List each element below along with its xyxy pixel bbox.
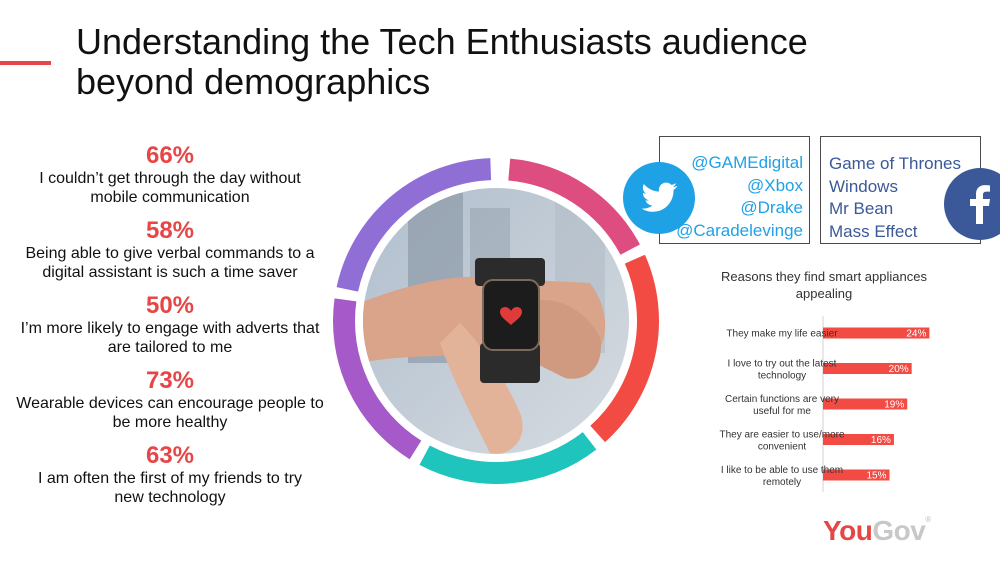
bar [823,469,890,481]
bar [823,327,930,339]
category-label: remotely [763,477,801,488]
logo-gov: Gov [872,515,926,546]
twitter-handle: @Drake [740,198,803,217]
bar [823,363,912,374]
stat-block-3: 50% I’m more likely to engage with adver… [0,293,340,357]
ring-segment [336,158,492,292]
yougov-logo: YouGov® [823,515,931,547]
stat-text-line-1: Wearable devices can encourage people to [16,395,324,412]
watch-strap [480,343,540,383]
category-label: convenient [758,442,807,453]
bar [823,398,908,410]
stat-percentage: 63% [145,442,195,469]
bar-value-label: 24% [906,329,926,340]
hand-shape [520,299,601,379]
stat-text-line-2: new technology [114,489,226,506]
stat-block-2: 58% Being able to give verbal commands t… [0,218,340,282]
ring-segment [590,254,659,443]
facebook-like: Game of Thrones [829,154,961,173]
watch-photo [363,188,629,454]
category-label: useful for me [753,406,811,417]
stat-block-5: 63% I am often the first of my friends t… [0,443,340,507]
stat-percentage: 66% [145,142,195,169]
category-label: I like to be able to use them [721,465,843,476]
facebook-f-icon [944,168,1000,240]
stat-text-line-1: I’m more likely to engage with adverts t… [20,320,320,337]
title-accent-line [0,61,51,65]
stat-text-line-1: Being able to give verbal commands to a [25,245,315,262]
bar [823,434,894,445]
stat-text-line-2: mobile communication [90,189,250,206]
logo-you: You [823,515,873,546]
smartwatch-ring-graphic [333,158,659,484]
twitter-bird-icon [623,162,695,234]
stat-block-4: 73% Wearable devices can encourage peopl… [0,368,340,432]
stat-block-1: 66% I couldn’t get through the day witho… [0,143,340,207]
slide-title-line-1: Understanding the Tech Enthusiasts audie… [76,21,808,62]
bar-value-label: 19% [884,400,904,411]
twitter-handle: @Caradelevinge [676,220,803,240]
stat-percentage: 58% [145,217,195,244]
ring-segment [333,298,422,460]
category-label: Certain functions are very [725,394,839,405]
twitter-handle: @GAMEdigital [691,153,803,172]
category-label: technology [758,371,806,382]
category-label: They are easier to use/more [719,430,844,441]
ring-segment [508,158,640,255]
heart-icon [500,306,522,325]
stat-text-line-2: digital assistant is such a time saver [42,264,298,281]
category-label: I love to try out the latest [728,359,837,370]
smart-appliances-bar-chart: 24% They make my life easier 20% I love to … [719,316,930,492]
bar-value-label: 15% [866,471,886,482]
stat-text-line-1: I am often the first of my friends to tr… [37,470,303,487]
slide-title-line-2: beyond demographics [76,61,431,102]
category-label: They make my life easier [726,329,838,340]
slide-title: Understanding the Tech Enthusiasts audie… [76,22,936,102]
stat-percentage: 73% [145,367,195,394]
ring-segments [333,158,659,484]
stat-text-line-2: be more healthy [112,414,228,431]
bar-value-label: 20% [889,364,909,375]
facebook-like: Windows [829,176,898,196]
stat-text-line-2: are tailored to me [107,339,233,356]
stat-text-line-1: I couldn’t get through the day without [39,170,301,187]
facebook-like: Mr Bean [829,199,894,218]
hand-shape [440,323,523,454]
twitter-handle: @Xbox [746,175,803,195]
facebook-like-list: Game of Thrones Windows Mr Bean Mass Eff… [829,153,989,243]
ring-segment [419,432,597,484]
twitter-handle-list: @GAMEdigital @Xbox @Drake @Caradelevinge [663,152,803,242]
bar-value-label: 16% [871,435,891,446]
logo-registered-mark: ® [925,515,931,524]
facebook-like: Mass Effect [829,221,918,241]
chart-title: Reasons they find smart appliances appea… [721,269,927,301]
stat-percentage: 50% [145,292,195,319]
